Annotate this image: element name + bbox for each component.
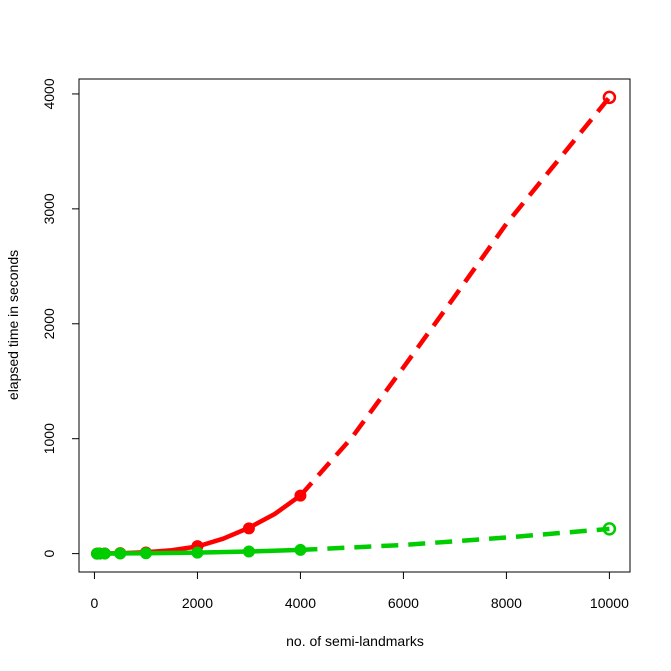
data-point xyxy=(294,543,307,556)
x-tick-label: 0 xyxy=(91,595,99,611)
data-point xyxy=(294,489,307,502)
y-tick-label: 4000 xyxy=(41,78,57,109)
y-tick-label: 0 xyxy=(41,550,57,558)
x-axis-label: no. of semi-landmarks xyxy=(286,633,424,649)
plot-frame xyxy=(78,78,631,573)
y-tick-label: 3000 xyxy=(41,193,57,224)
series-extrapolated-line xyxy=(300,526,610,553)
x-tick-label: 2000 xyxy=(182,595,213,611)
data-point xyxy=(98,547,111,560)
predicted-point xyxy=(602,90,617,105)
x-tick-label: 6000 xyxy=(388,595,419,611)
x-axis: 0 2000 4000 6000 8000 10000 xyxy=(91,571,629,611)
y-tick-label: 1000 xyxy=(41,423,57,454)
x-tick-label: 4000 xyxy=(285,595,316,611)
series-1 xyxy=(91,90,617,560)
series-extrapolated-line xyxy=(298,95,612,498)
series-2 xyxy=(91,522,617,560)
data-point xyxy=(114,547,127,560)
y-axis: 0 1000 2000 3000 4000 xyxy=(41,78,80,558)
y-axis-label: elapsed time in seconds xyxy=(5,250,21,400)
data-point xyxy=(242,545,255,558)
x-tick-label: 10000 xyxy=(590,595,629,611)
series-layer xyxy=(91,90,617,560)
x-tick-label: 8000 xyxy=(491,595,522,611)
y-tick-label: 2000 xyxy=(41,308,57,339)
data-point xyxy=(139,547,152,560)
predicted-point xyxy=(602,522,617,536)
data-point xyxy=(242,522,255,535)
data-point xyxy=(191,546,204,559)
